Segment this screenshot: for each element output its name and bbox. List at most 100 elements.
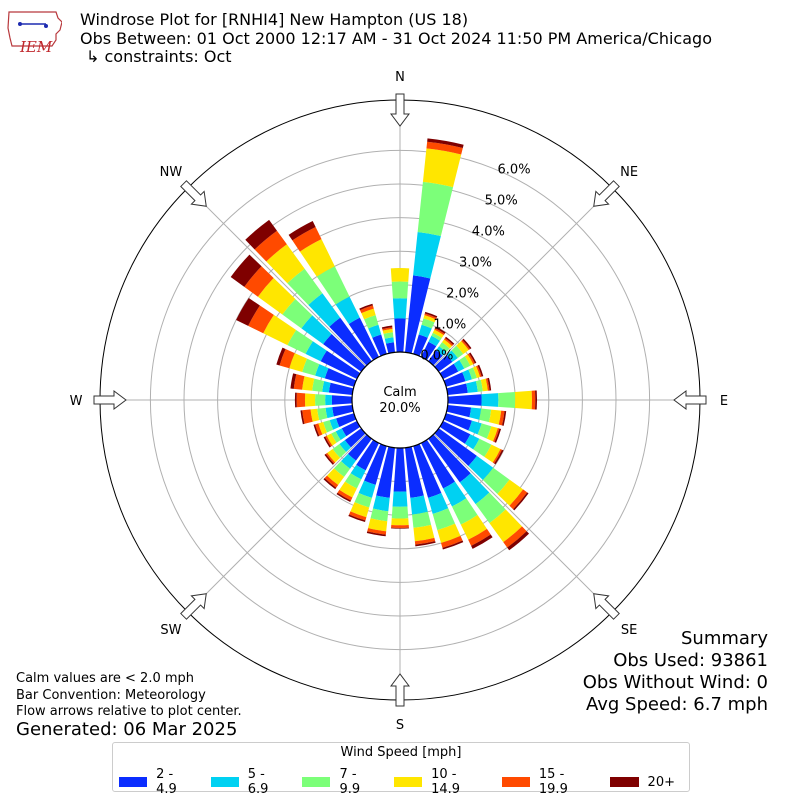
- legend-label: 15 - 19.9: [538, 767, 568, 797]
- wind-bar-segment: [439, 421, 471, 444]
- wind-bar-segment: [428, 335, 440, 347]
- wind-bar-segment: [263, 314, 297, 346]
- wind-bar-segment: [312, 378, 325, 392]
- wind-bar-segment: [382, 327, 393, 331]
- compass-label: SE: [621, 623, 637, 638]
- wind-bar-segment: [421, 341, 437, 361]
- wind-bar-segment: [317, 407, 328, 421]
- wind-bar-segment: [324, 368, 357, 387]
- wind-bar-segment: [475, 379, 483, 392]
- wind-bar-segment: [392, 298, 408, 319]
- wind-bar-segment: [432, 508, 456, 531]
- wind-bar-segment: [417, 181, 454, 237]
- wind-bar-segment: [414, 537, 436, 545]
- wind-bar-segment: [299, 239, 335, 277]
- wind-bar-segment: [442, 540, 464, 550]
- legend: Wind Speed [mph] 2 - 4.9 5 - 6.9 7 - 9.9…: [112, 742, 690, 797]
- radial-tick-label: 3.0%: [459, 256, 492, 271]
- wind-bar-segment: [446, 383, 468, 395]
- wind-bar-segment: [382, 328, 393, 334]
- wind-bar-segment: [302, 409, 313, 424]
- wind-bar-segment: [248, 305, 274, 334]
- flow-arrow-icon: [390, 673, 410, 707]
- wind-bar-segment: [302, 358, 320, 376]
- wind-bar-segment: [467, 353, 475, 365]
- wind-bar-segment: [359, 303, 373, 311]
- wind-bar-segment: [412, 511, 432, 528]
- angular-gridline: [187, 399, 401, 613]
- wind-bar-segment: [276, 347, 286, 366]
- wind-bar-segment: [310, 408, 320, 422]
- wind-bar-segment: [422, 148, 462, 188]
- wind-bar-segment: [328, 382, 354, 395]
- wind-bar-segment: [424, 311, 438, 318]
- wind-bar-segment: [427, 138, 464, 149]
- legend-swatch: [302, 777, 331, 787]
- legend-item: 20+: [609, 767, 675, 797]
- wind-bar-segment: [391, 281, 409, 299]
- wind-bar-segment: [323, 420, 334, 433]
- wind-bar-segment: [350, 502, 370, 518]
- wind-bar-segment: [497, 479, 524, 506]
- iowa-map-icon: [7, 11, 63, 47]
- wind-bar-segment: [482, 467, 510, 495]
- wind-bar-segment: [393, 447, 407, 492]
- wind-bar-segment: [323, 333, 366, 372]
- calm-value: 20.0%: [379, 401, 420, 416]
- legend-swatch: [609, 777, 639, 787]
- wind-bar-segment: [323, 436, 331, 448]
- wind-bar-segment: [462, 369, 472, 382]
- flow-arrow-shape: [390, 673, 410, 707]
- wind-bar-segment: [421, 439, 456, 489]
- wind-bar-segment: [302, 376, 315, 391]
- wind-bar-segment: [421, 318, 435, 329]
- wind-bar-segment: [245, 219, 277, 250]
- wind-bar-segment: [329, 418, 340, 430]
- wind-bar-segment: [292, 227, 322, 252]
- wind-bar-segment: [315, 394, 326, 406]
- wind-bar-segment: [318, 422, 327, 435]
- wind-bar-segment: [337, 489, 353, 501]
- wind-bar-segment: [418, 324, 432, 338]
- wind-bar-segment: [341, 421, 361, 437]
- angular-gridline: [187, 187, 401, 401]
- wind-bar-segment: [492, 428, 500, 443]
- wind-bar-segment: [451, 498, 478, 525]
- wind-bar-segment: [296, 392, 306, 408]
- flow-arrow-shape: [93, 390, 127, 410]
- wind-bar-segment: [391, 527, 409, 529]
- wind-bar-segment: [367, 528, 387, 535]
- wind-bar-segment: [333, 461, 351, 477]
- flow-arrow-icon: [593, 593, 620, 620]
- bar-convention-note: Bar Convention: Meteorology: [16, 688, 206, 703]
- wind-bar-segment: [487, 377, 492, 391]
- flow-arrow-shape: [180, 180, 207, 207]
- wind-bar-segment: [498, 391, 516, 409]
- wind-bar-segment: [480, 378, 488, 392]
- wind-bar-segment: [385, 342, 395, 354]
- wind-bar-segment: [293, 374, 305, 390]
- generated-date: Generated: 06 Mar 2025: [16, 719, 238, 740]
- legend-item: 7 - 9.9: [302, 767, 380, 797]
- wind-bar-segment: [327, 448, 341, 463]
- wind-bar-segment: [329, 317, 372, 366]
- wind-bar-segment: [331, 395, 353, 405]
- wind-bar-segment: [358, 480, 376, 498]
- flow-arrow-icon: [593, 180, 620, 207]
- wind-bar-segment: [477, 364, 484, 377]
- wind-bar-segment: [439, 363, 459, 379]
- wind-bar-segment: [459, 356, 471, 369]
- wind-bar-segment: [413, 524, 435, 542]
- legend-label: 7 - 9.9: [339, 767, 361, 797]
- wind-bar-segment: [335, 296, 360, 324]
- summary-avg-speed: Avg Speed: 6.7 mph: [586, 694, 768, 715]
- flow-arrow-shape: [593, 180, 620, 207]
- compass-label: NE: [620, 165, 638, 180]
- radial-tick-label: 1.0%: [433, 318, 466, 333]
- wind-bar-segment: [447, 394, 482, 406]
- logo-text: IEM: [20, 38, 53, 56]
- flow-arrow-icon: [390, 93, 410, 127]
- radial-tick-label: 4.0%: [472, 224, 505, 239]
- legend-swatch: [394, 777, 423, 787]
